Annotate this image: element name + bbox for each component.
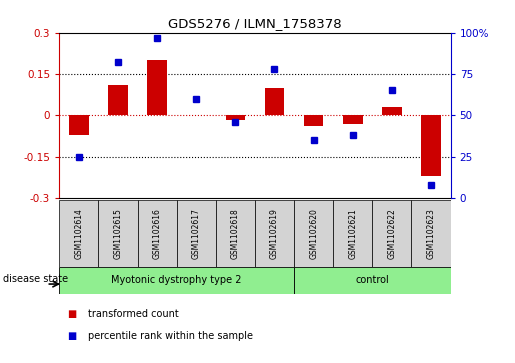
Text: GSM1102614: GSM1102614 — [74, 208, 83, 259]
Bar — [216, 200, 255, 267]
Bar — [59, 200, 98, 267]
Text: GSM1102618: GSM1102618 — [231, 208, 240, 258]
Bar — [382, 107, 402, 115]
Bar — [69, 115, 89, 135]
Bar — [333, 200, 372, 267]
Bar — [255, 200, 294, 267]
Bar — [138, 200, 177, 267]
Text: GSM1102615: GSM1102615 — [113, 208, 123, 259]
Text: ■: ■ — [67, 331, 76, 341]
Bar — [147, 60, 167, 115]
Text: GSM1102623: GSM1102623 — [426, 208, 436, 259]
Bar — [343, 115, 363, 123]
Bar — [421, 115, 441, 176]
Bar — [304, 115, 323, 126]
Text: GSM1102616: GSM1102616 — [152, 208, 162, 259]
Bar — [108, 85, 128, 115]
Text: percentile rank within the sample: percentile rank within the sample — [88, 331, 252, 341]
Bar — [265, 88, 284, 115]
Text: GSM1102617: GSM1102617 — [192, 208, 201, 259]
Text: disease state: disease state — [3, 274, 67, 284]
Text: GSM1102619: GSM1102619 — [270, 208, 279, 259]
Text: GSM1102621: GSM1102621 — [348, 208, 357, 258]
Text: GSM1102620: GSM1102620 — [309, 208, 318, 259]
Text: GSM1102622: GSM1102622 — [387, 208, 397, 258]
Bar — [411, 200, 451, 267]
Title: GDS5276 / ILMN_1758378: GDS5276 / ILMN_1758378 — [168, 17, 342, 30]
Text: control: control — [355, 276, 389, 285]
Text: Myotonic dystrophy type 2: Myotonic dystrophy type 2 — [111, 276, 242, 285]
Text: transformed count: transformed count — [88, 309, 178, 319]
Text: ■: ■ — [67, 309, 76, 319]
Bar — [294, 200, 333, 267]
Bar — [59, 267, 294, 294]
Bar — [98, 200, 138, 267]
Bar — [177, 200, 216, 267]
Bar — [294, 267, 451, 294]
Bar — [226, 115, 245, 120]
Bar — [372, 200, 411, 267]
